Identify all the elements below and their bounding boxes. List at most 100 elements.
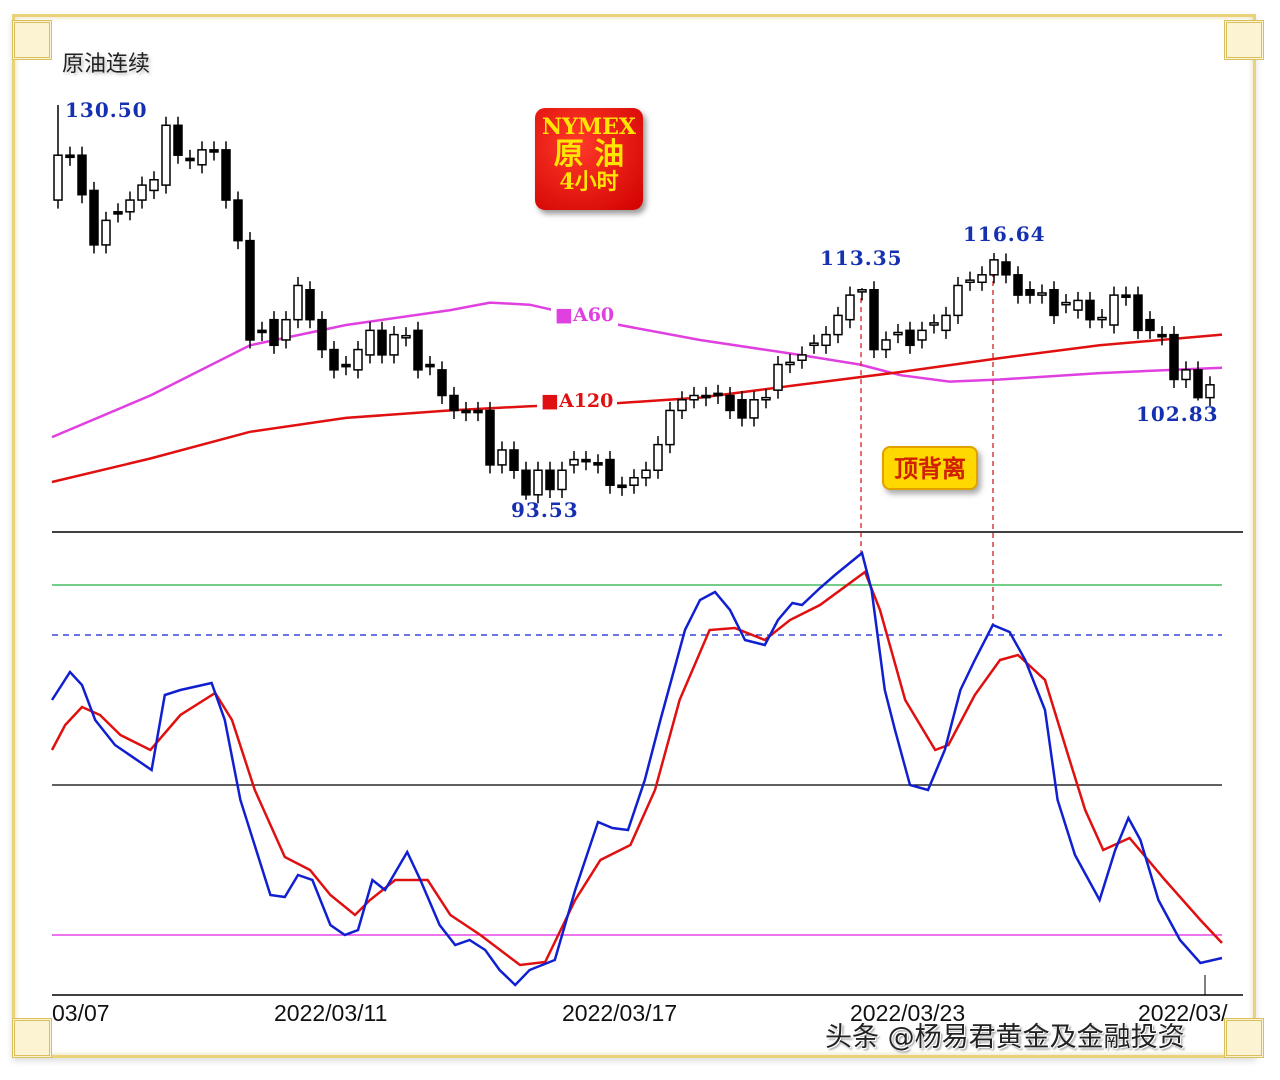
candle-bullish <box>1109 294 1119 326</box>
candle-bullish <box>653 443 663 472</box>
candle-bearish <box>1085 299 1095 321</box>
ma60-label: ■A60 <box>551 304 619 326</box>
candle-bullish <box>569 458 579 466</box>
candle-bullish <box>881 339 891 351</box>
candle-bullish <box>53 154 63 201</box>
candle-bullish <box>749 399 759 419</box>
candle-bearish <box>77 154 87 196</box>
candle-bearish <box>329 348 339 371</box>
candle-bullish <box>893 331 903 336</box>
candle-bearish <box>509 449 519 472</box>
candle-bearish <box>89 189 99 246</box>
candle-bullish <box>833 314 843 336</box>
x-tick-label: 2022/03/11 <box>274 1000 388 1026</box>
candle-bearish <box>341 363 351 368</box>
candle-bullish <box>281 318 291 341</box>
candle-bullish <box>1037 292 1047 296</box>
candle-bearish <box>473 409 483 414</box>
candle-bearish <box>1121 294 1131 298</box>
candle-bullish <box>929 322 939 326</box>
candle-bullish <box>965 279 975 284</box>
candle-bullish <box>797 354 807 362</box>
candle-bearish <box>221 149 231 201</box>
candle-bearish <box>317 318 327 351</box>
candle-bearish <box>449 394 459 412</box>
candle-bullish <box>809 342 819 347</box>
watermark: 头条 @杨易君黄金及金融投资 <box>825 1022 1185 1053</box>
candle-bearish <box>545 469 555 491</box>
x-tick-label: 2022/03/23 <box>850 1000 966 1026</box>
candle-bearish <box>413 329 423 371</box>
candle-bearish <box>65 154 75 159</box>
oscillator-slow-line <box>50 570 1223 967</box>
gold-frame <box>12 14 1256 1058</box>
candle-bullish <box>953 284 963 317</box>
candle-bearish <box>1013 274 1023 296</box>
candle-bullish <box>845 294 855 321</box>
candle-bullish <box>497 449 507 466</box>
candle-bullish <box>761 396 771 401</box>
price-label-peak1: 113.35 <box>820 246 903 270</box>
candle-bearish <box>185 157 195 162</box>
candle-bearish <box>377 329 387 356</box>
candle-bearish <box>257 329 267 334</box>
candle-bearish <box>725 394 735 412</box>
x-tick-label: 03/07 <box>52 1000 110 1026</box>
badge-line1: NYMEX <box>541 114 636 140</box>
candle-bearish <box>1025 289 1035 296</box>
candle-bullish <box>197 149 207 166</box>
candle-bearish <box>1001 261 1011 276</box>
candle-bullish <box>989 259 999 276</box>
candle-bullish <box>941 314 951 332</box>
candle-bullish <box>1073 299 1083 311</box>
candle-bearish <box>701 394 711 399</box>
candle-bullish <box>389 333 399 356</box>
candle-bullish <box>1061 301 1071 306</box>
candle-bullish <box>1097 316 1107 321</box>
candle-bullish <box>677 399 687 412</box>
candle-bullish <box>365 329 375 356</box>
corner-ornament-icon <box>1224 1018 1264 1058</box>
candle-bullish <box>353 348 363 371</box>
candle-bearish <box>1145 318 1155 332</box>
corner-ornament-icon <box>12 1018 52 1058</box>
candle-bullish <box>401 334 411 339</box>
candle-bearish <box>737 399 747 419</box>
candle-bullish <box>137 184 147 201</box>
candle-bullish <box>101 219 111 246</box>
candle-bearish <box>869 289 879 351</box>
candle-bearish <box>425 363 435 368</box>
candle-bullish <box>533 469 543 496</box>
price-label-low: 93.53 <box>511 498 579 522</box>
candle-bearish <box>245 239 255 341</box>
candle-bullish <box>629 476 639 486</box>
x-tick-label: 2022/03/ <box>1138 1000 1228 1026</box>
nymex-badge: NYMEX 原 油 4小时 <box>535 108 643 210</box>
oscillator-fast-line <box>50 550 1223 987</box>
candle-bullish <box>665 409 675 446</box>
candle-bearish <box>113 211 123 215</box>
candle-bearish <box>1193 369 1203 399</box>
candle-bearish <box>233 199 243 242</box>
candle-bearish <box>617 484 627 489</box>
candle-bullish <box>1205 384 1215 399</box>
corner-ornament-icon <box>12 20 52 60</box>
badge-line2: 原 油 <box>553 137 625 173</box>
candle-bearish <box>305 289 315 321</box>
price-label-peak2: 116.64 <box>963 222 1046 246</box>
ma60-line <box>51 301 1223 439</box>
candle-bearish <box>1049 289 1059 317</box>
price-label-last-low: 102.83 <box>1136 402 1219 426</box>
ma120-label: ■A120 <box>537 390 618 412</box>
candle-bullish <box>149 179 159 192</box>
candle-bullish <box>821 333 831 347</box>
candle-bearish <box>605 458 615 486</box>
top-divergence-label: 顶背离 <box>882 446 978 490</box>
candle-bullish <box>857 289 867 293</box>
badge-line3: 4小时 <box>559 168 619 195</box>
candle-bullish <box>977 274 987 284</box>
corner-ornament-icon <box>1224 20 1264 60</box>
candle-bullish <box>1181 369 1191 381</box>
candle-bearish <box>1133 294 1143 332</box>
